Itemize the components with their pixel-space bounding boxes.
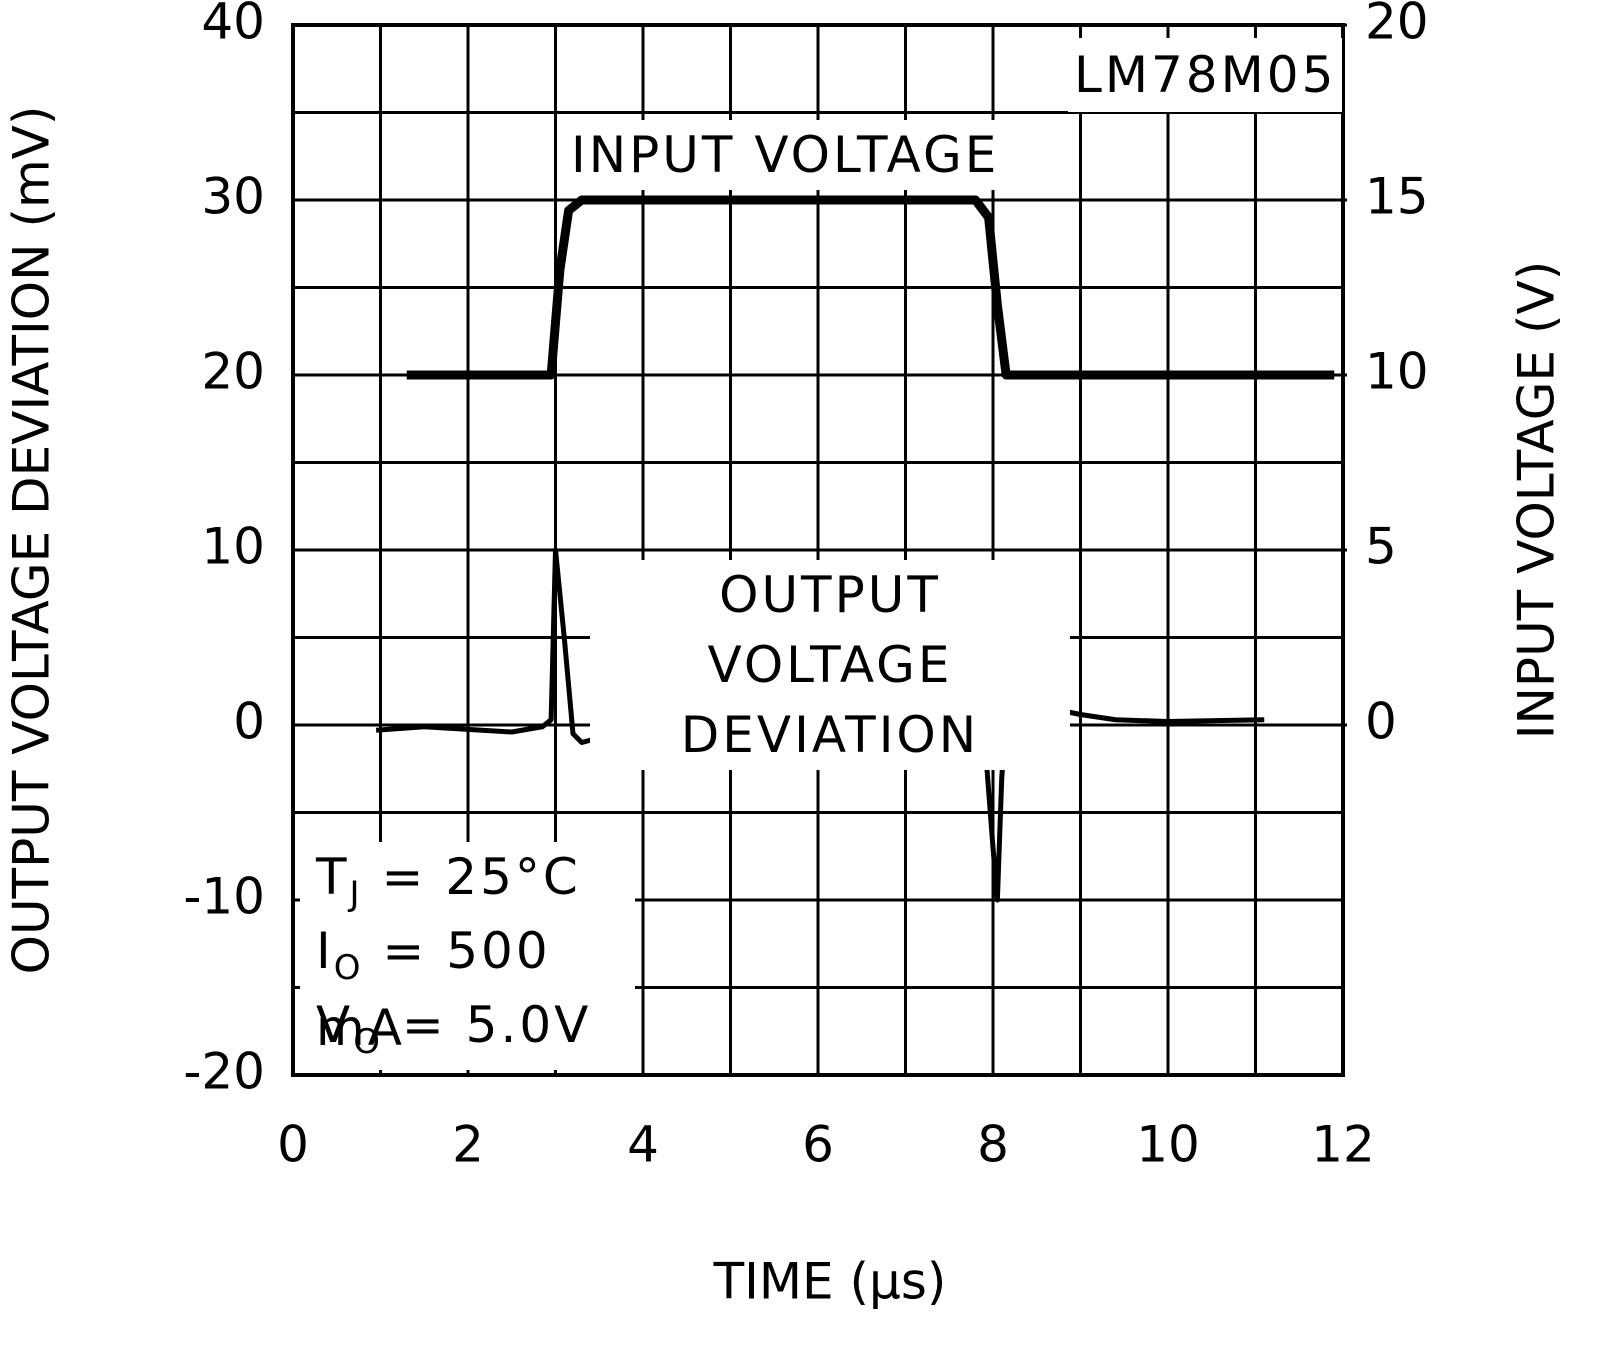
y2-tick-label: 15	[1365, 168, 1429, 226]
data-line	[406, 195, 1335, 380]
y-tick-label: 10	[201, 518, 265, 576]
y-tick-label: 30	[201, 168, 265, 226]
condition: VO = 5.0V	[316, 990, 635, 1064]
x-tick-label: 4	[627, 1116, 659, 1174]
y-tick-label: 0	[233, 693, 265, 751]
x-tick-label: 2	[452, 1116, 484, 1174]
x-tick-label: 0	[277, 1116, 309, 1174]
y2-axis-label: INPUT VOLTAGE (V)	[1508, 261, 1566, 739]
condition-main: T	[316, 848, 350, 906]
x-tick-label: 8	[977, 1116, 1009, 1174]
x-axis-label: TIME (μs)	[713, 1253, 947, 1311]
condition-rest: = 25°C	[362, 848, 581, 906]
condition-sub: J	[349, 874, 363, 914]
y-tick-label: -10	[183, 868, 265, 926]
x-tick-label: 6	[802, 1116, 834, 1174]
series-label: OUTPUT VOLTAGE DEVIATION	[590, 560, 1070, 770]
condition: IO = 500 mA	[316, 916, 635, 1057]
y2-tick-label: 5	[1365, 518, 1397, 576]
plot-frame	[291, 23, 1345, 1077]
y2-tick-label: 10	[1365, 343, 1429, 401]
y-tick-label: -20	[183, 1043, 265, 1101]
y-tick-label: 20	[201, 343, 265, 401]
condition-rest: = 5.0V	[382, 996, 592, 1054]
y-tick-label: 40	[201, 0, 265, 51]
condition-sub: O	[353, 1022, 383, 1062]
y2-tick-label: 20	[1365, 0, 1429, 51]
y-axis-label: OUTPUT VOLTAGE DEVIATION (mV)	[3, 106, 61, 975]
series-label: INPUT VOLTAGE	[565, 120, 1006, 190]
x-tick-label: 12	[1311, 1116, 1375, 1174]
condition-main: V	[316, 996, 354, 1054]
conditions: TJ = 25°C IO = 500 mA VO = 5.0V	[300, 842, 635, 1070]
x-tick-label: 10	[1136, 1116, 1200, 1174]
annotation: LM78M05	[1068, 38, 1343, 112]
condition-main: I	[316, 922, 334, 980]
y2-tick-label: 0	[1365, 693, 1397, 751]
condition-sub: O	[333, 948, 364, 988]
condition: TJ = 25°C	[316, 842, 635, 916]
condition-rest: = 500 mA	[316, 922, 551, 1057]
